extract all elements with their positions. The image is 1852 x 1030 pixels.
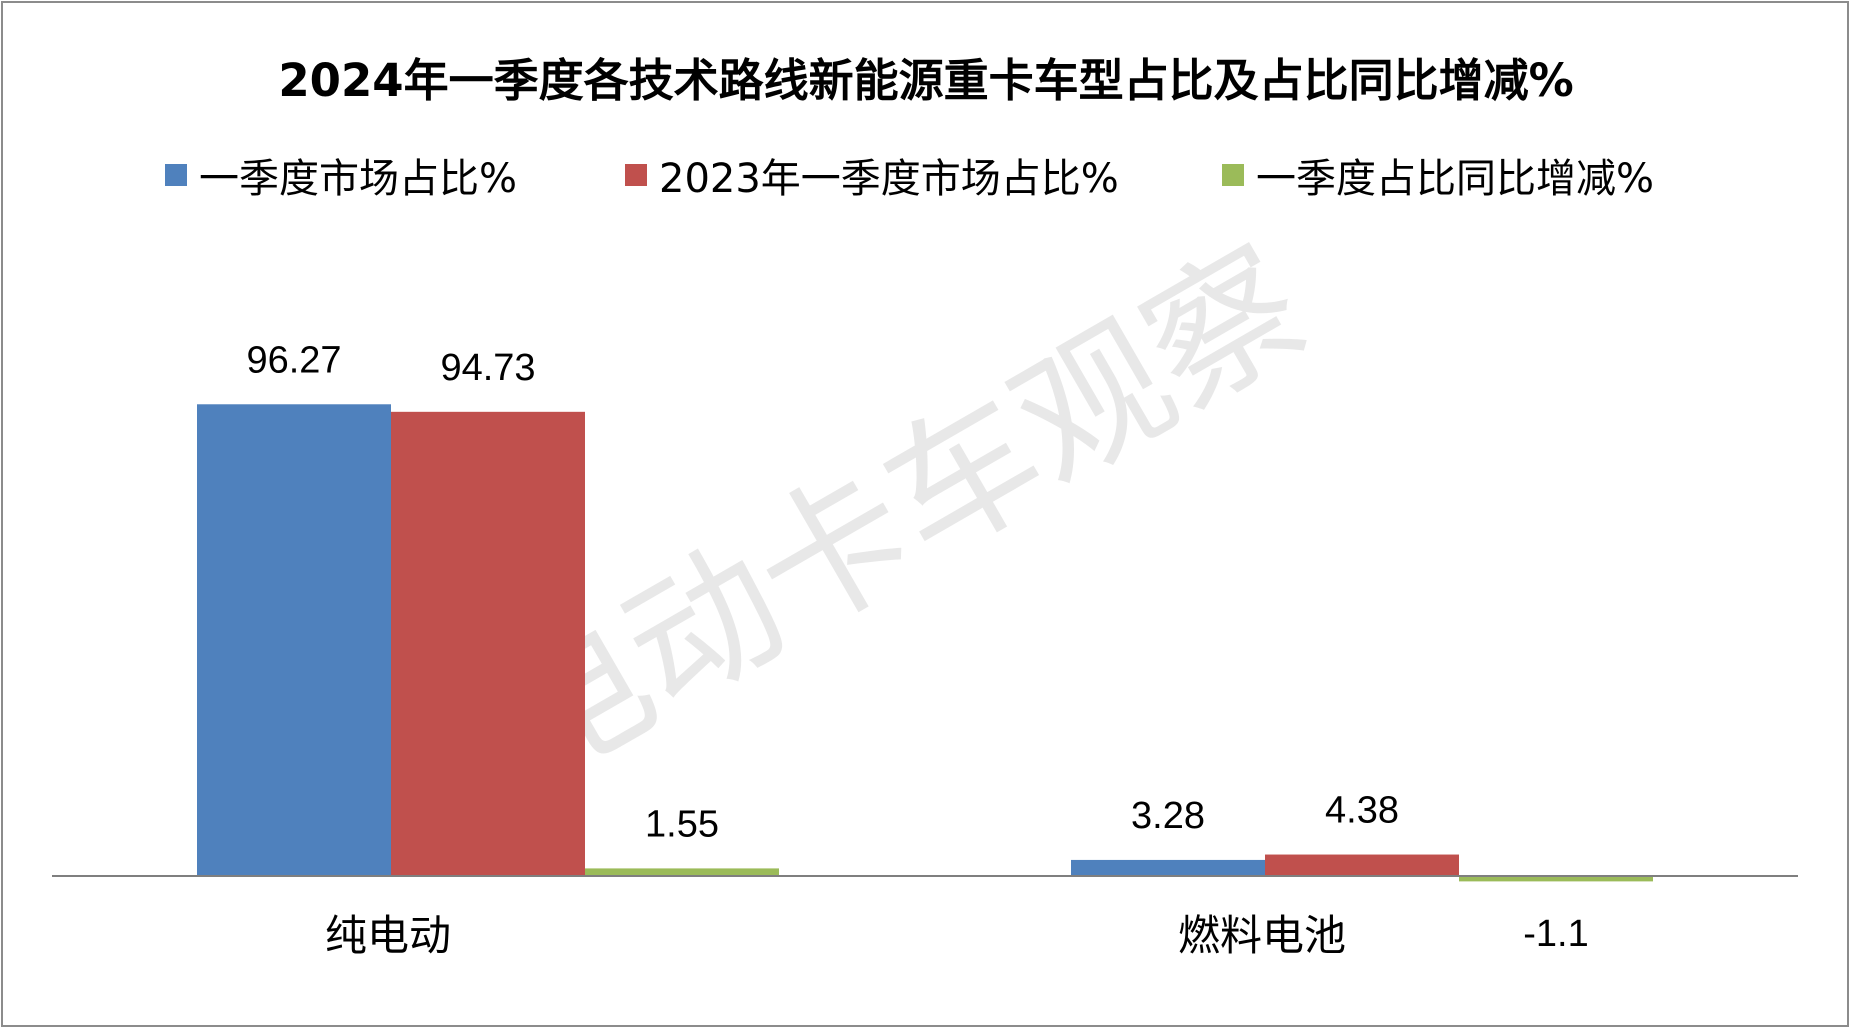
bar-series-2-fcev bbox=[1265, 854, 1459, 876]
category-label-bev: 纯电动 bbox=[325, 911, 451, 960]
legend-item-series-1: 一季度市场占比% bbox=[165, 150, 517, 202]
data-label-series-1-fcev: 3.28 bbox=[1131, 795, 1205, 837]
legend-swatch-series-1 bbox=[165, 164, 187, 186]
data-label-series-1-bev: 96.27 bbox=[246, 339, 341, 381]
bar-series-3-bev bbox=[585, 868, 779, 876]
legend-item-series-2: 2023年一季度市场占比% bbox=[625, 150, 1119, 202]
data-label-series-2-fcev: 4.38 bbox=[1325, 790, 1399, 832]
data-label-series-3-fcev: -1.1 bbox=[1523, 913, 1588, 955]
legend-label-series-3: 一季度占比同比增减% bbox=[1256, 156, 1655, 202]
legend-swatch-series-2 bbox=[625, 164, 647, 186]
chart-title: 2024年一季度各技术路线新能源重卡车型占比及占比同比增减% bbox=[278, 54, 1574, 107]
watermark: 电动卡车观察 bbox=[466, 215, 1332, 816]
legend-swatch-series-3 bbox=[1222, 164, 1244, 186]
legend-item-series-3: 一季度占比同比增减% bbox=[1222, 150, 1654, 202]
legend-label-series-2: 2023年一季度市场占比% bbox=[659, 156, 1119, 202]
legend-label-series-1: 一季度市场占比% bbox=[199, 156, 518, 202]
bar-series-1-bev bbox=[197, 404, 391, 876]
data-label-series-2-bev: 94.73 bbox=[440, 347, 535, 389]
category-label-fcev: 燃料电池 bbox=[1178, 911, 1346, 960]
bar-series-2-bev bbox=[391, 411, 585, 876]
bar-series-1-fcev bbox=[1071, 859, 1265, 876]
bar-series-3-fcev bbox=[1459, 876, 1653, 882]
data-label-series-3-bev: 1.55 bbox=[645, 803, 719, 845]
